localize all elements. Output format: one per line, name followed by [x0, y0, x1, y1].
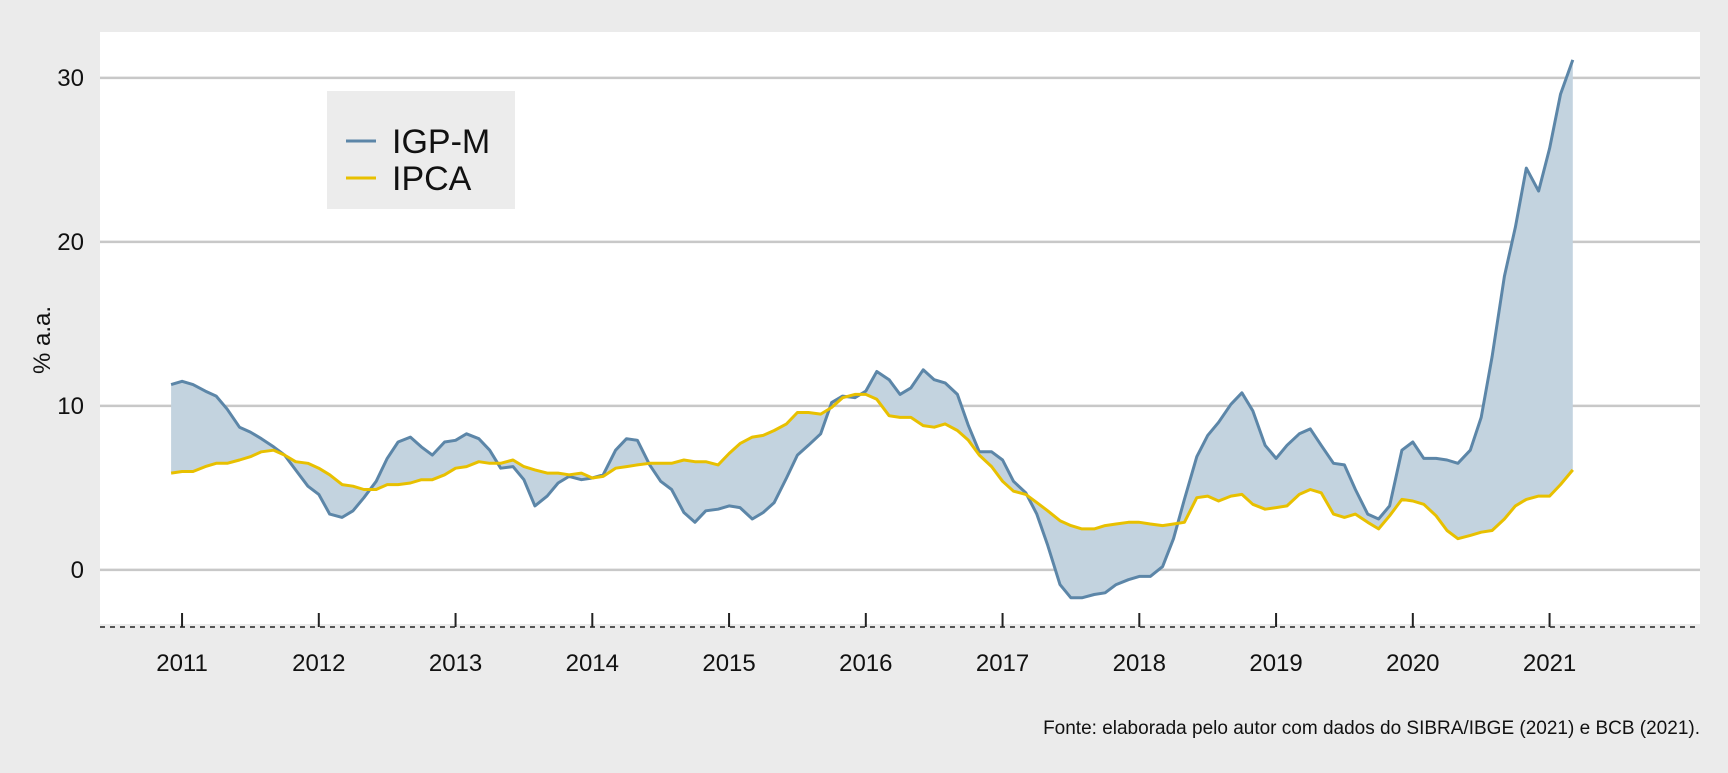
y-tick-label: 30 [57, 65, 84, 92]
y-axis-label: % a.a. [29, 306, 56, 374]
legend-label-ipca: IPCA [392, 160, 472, 198]
x-tick-label: 2018 [1113, 650, 1166, 677]
x-tick-label: 2014 [566, 650, 619, 677]
x-tick-label: 2021 [1523, 650, 1576, 677]
x-tick-label: 2012 [292, 650, 345, 677]
x-tick-label: 2013 [429, 650, 482, 677]
x-tick-label: 2019 [1249, 650, 1302, 677]
fill-between-series [171, 59, 1573, 598]
legend-box [327, 91, 515, 209]
legend-label-igpm: IGP-M [392, 123, 490, 161]
x-tick-label: 2015 [702, 650, 755, 677]
y-tick-label: 0 [71, 557, 84, 584]
series-line-igpm [170, 59, 1575, 600]
y-axis: 0 10 20 30 [57, 65, 84, 584]
series-line-ipca [170, 392, 1574, 541]
x-axis: 2011 2012 2013 2014 2015 2016 2017 2018 2019 2020… [156, 613, 1576, 677]
y-tick-label: 20 [57, 229, 84, 256]
x-tick-label: 2020 [1386, 650, 1439, 677]
x-tick-label: 2016 [839, 650, 892, 677]
y-tick-label: 10 [57, 393, 84, 420]
x-tick-label: 2011 [156, 650, 208, 677]
x-tick-label: 2017 [976, 650, 1029, 677]
source-note: Fonte: elaborada pelo autor com dados do… [1043, 718, 1700, 739]
legend: IGP-M IPCA [327, 91, 515, 209]
